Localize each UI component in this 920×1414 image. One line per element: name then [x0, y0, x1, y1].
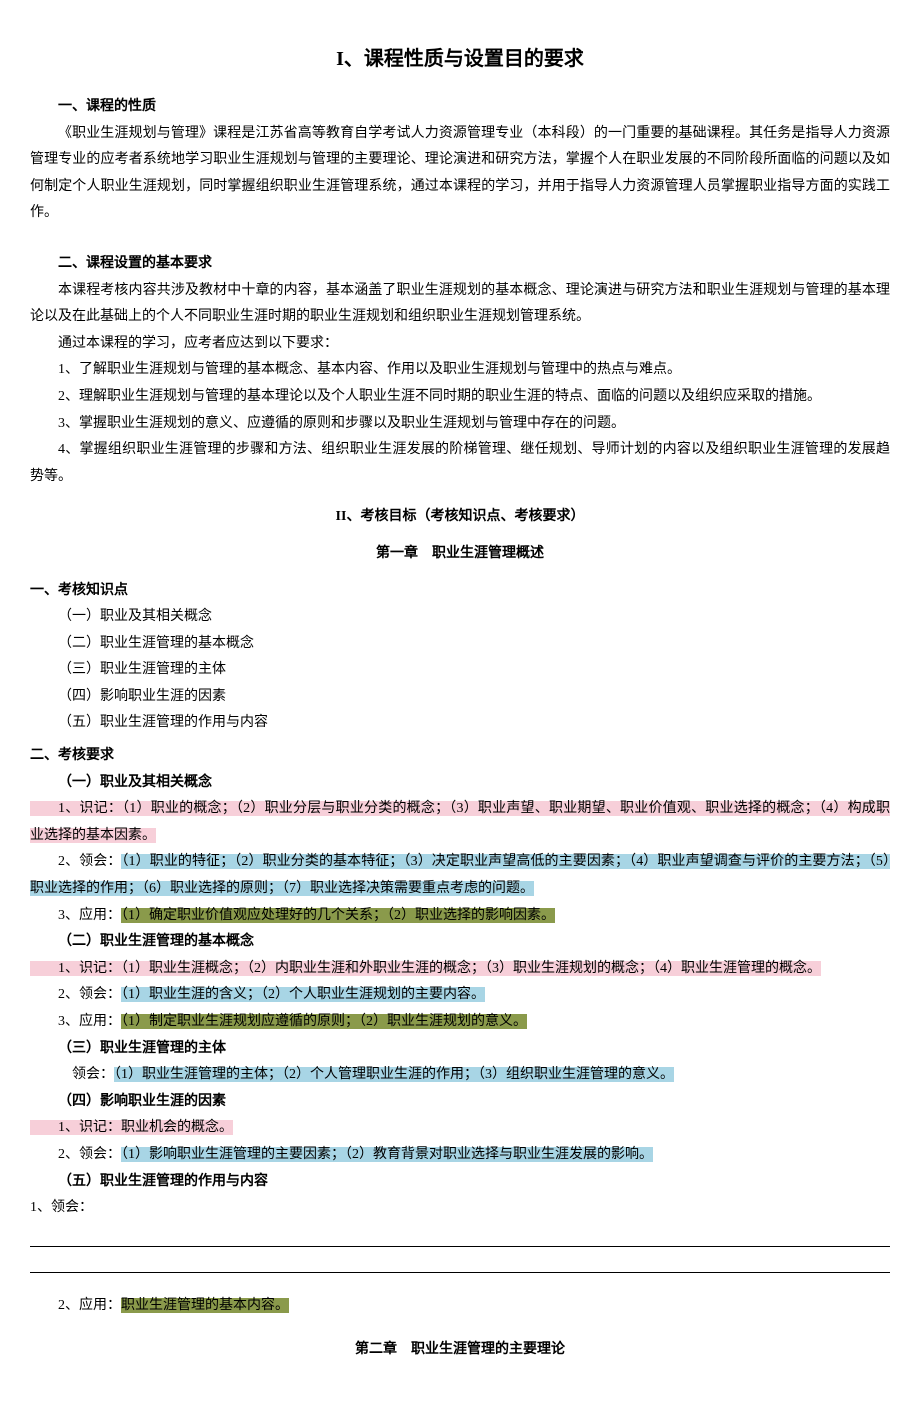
kp-item-1: （一）职业及其相关概念 — [30, 604, 890, 631]
main-title: I、课程性质与设置目的要求 — [30, 40, 890, 78]
kp-heading: 一、考核知识点 — [30, 578, 890, 605]
kr-s5-r2-content: 职业生涯管理的基本内容。 — [121, 1298, 289, 1313]
kr-s2-r1-content: （1）职业生涯概念；（2）内职业生涯和外职业生涯的概念；（3）职业生涯规划的概念… — [121, 961, 821, 976]
sec2-p1: 本课程考核内容共涉及教材中十章的内容，基本涵盖了职业生涯规划的基本概念、理论演进… — [30, 278, 890, 331]
kr-s1-row3: 3、应用：（1）确定职业价值观应处理好的几个关系；（2）职业选择的影响因素。 — [30, 903, 890, 930]
part2-title: II、考核目标（考核知识点、考核要求） — [30, 504, 890, 531]
kr-s1-head: （一）职业及其相关概念 — [30, 770, 890, 797]
kr-s2-row3: 3、应用：（1）制定职业生涯规划应遵循的原则；（2）职业生涯规划的意义。 — [30, 1009, 890, 1036]
kr-s3-row1: 领会：（1）职业生涯管理的主体；（2）个人管理职业生涯的作用；（3）组织职业生涯… — [30, 1062, 890, 1089]
kr-s5-head: （五）职业生涯管理的作用与内容 — [30, 1169, 890, 1196]
chapter2-title: 第二章 职业生涯管理的主要理论 — [30, 1337, 890, 1364]
spacer — [30, 227, 890, 241]
kr-s1-r1-lead: 1、识记： — [30, 801, 122, 816]
kr-s4-row2: 2、领会：（1）影响职业生涯管理的主要因素；（2）教育背景对职业选择与职业生涯发… — [30, 1142, 890, 1169]
kr-s4-row1: 1、识记：职业机会的概念。 — [30, 1115, 890, 1142]
kr-s4-r2-content: （1）影响职业生涯管理的主要因素；（2）教育背景对职业选择与职业生涯发展的影响。 — [121, 1147, 653, 1162]
kr-s1-r3-lead: 3、应用： — [58, 908, 121, 923]
chapter1-title: 第一章 职业生涯管理概述 — [30, 541, 890, 568]
kr-s1-r1-content: （1）职业的概念；（2）职业分层与职业分类的概念；（3）职业声望、职业期望、职业… — [30, 801, 890, 843]
spacer — [30, 1275, 890, 1293]
kr-s1-row2: 2、领会：（1）职业的特征；（2）职业分类的基本特征；（3）决定职业声望高低的主… — [30, 849, 890, 902]
kr-s1-r3-content: （1）确定职业价值观应处理好的几个关系；（2）职业选择的影响因素。 — [121, 908, 555, 923]
sec2-li1: 1、了解职业生涯规划与管理的基本概念、基本内容、作用以及职业生涯规划与管理中的热… — [30, 357, 890, 384]
kr-s1-r2-content: （1）职业的特征；（2）职业分类的基本特征；（3）决定职业声望高低的主要因素；（… — [30, 854, 890, 896]
kr-s3-r1-content: （1）职业生涯管理的主体；（2）个人管理职业生涯的作用；（3）组织职业生涯管理的… — [114, 1067, 674, 1082]
kr-s4-r1-lead: 1、识记： — [30, 1120, 121, 1135]
kr-s1-row1: 1、识记：（1）职业的概念；（2）职业分层与职业分类的概念；（3）职业声望、职业… — [30, 796, 890, 849]
kr-s2-head: （二）职业生涯管理的基本概念 — [30, 929, 890, 956]
kr-s4-head: （四）影响职业生涯的因素 — [30, 1089, 890, 1116]
kr-s2-row2: 2、领会：（1）职业生涯的含义；（2）个人职业生涯规划的主要内容。 — [30, 982, 890, 1009]
kr-s5-row1-lead: 1、领会： — [30, 1195, 890, 1222]
kp-item-2: （二）职业生涯管理的基本概念 — [30, 631, 890, 658]
sec2-li2: 2、理解职业生涯规划与管理的基本理论以及个人职业生涯不同时期的职业生涯的特点、面… — [30, 384, 890, 411]
kr-s2-head-text: （二）职业生涯管理的基本概念 — [58, 934, 254, 949]
sec2-li4-text: 4、掌握组织职业生涯管理的步骤和方法、组织职业生涯发展的阶梯管理、继任规划、导师… — [30, 437, 890, 490]
sec1-heading: 一、课程的性质 — [30, 94, 890, 121]
sec2-p2: 通过本课程的学习，应考者应达到以下要求： — [30, 331, 890, 358]
kr-s2-row1: 1、识记：（1）职业生涯概念；（2）内职业生涯和外职业生涯的概念；（3）职业生涯… — [30, 956, 890, 983]
kr-s5-r2-lead: 2、应用： — [58, 1298, 121, 1313]
sec1-paragraph: 《职业生涯规划与管理》课程是江苏省高等教育自学考试人力资源管理专业（本科段）的一… — [30, 121, 890, 227]
kr-s4-r1-content: 职业机会的概念。 — [121, 1120, 233, 1135]
kp-item-4: （四）影响职业生涯的因素 — [30, 684, 890, 711]
kr-s3-head: （三）职业生涯管理的主体 — [30, 1036, 890, 1063]
kp-item-3: （三）职业生涯管理的主体 — [30, 657, 890, 684]
kr-heading: 二、考核要求 — [30, 743, 890, 770]
fill-in-blank-line-2[interactable] — [30, 1249, 890, 1272]
kr-s2-r2-content: （1）职业生涯的含义；（2）个人职业生涯规划的主要内容。 — [121, 987, 485, 1002]
kr-s3-head-text: （三）职业生涯管理的主体 — [58, 1041, 226, 1056]
kr-s1-r2-lead: 2、领会： — [30, 854, 121, 869]
kr-s5-head-text: （五）职业生涯管理的作用与内容 — [58, 1174, 268, 1189]
fill-in-blank-line-1[interactable] — [30, 1224, 890, 1247]
kr-s2-r3-lead: 3、应用： — [58, 1014, 121, 1029]
kr-s4-r2-lead: 2、领会： — [58, 1147, 121, 1162]
sec2-li4: 4、掌握组织职业生涯管理的步骤和方法、组织职业生涯发展的阶梯管理、继任规划、导师… — [30, 437, 890, 490]
kr-s2-r2-lead: 2、领会： — [58, 987, 121, 1002]
kr-s2-r3-content: （1）制定职业生涯规划应遵循的原则；（2）职业生涯规划的意义。 — [121, 1014, 527, 1029]
kr-s4-head-text: （四）影响职业生涯的因素 — [58, 1094, 226, 1109]
kr-s5-row2: 2、应用：职业生涯管理的基本内容。 — [30, 1293, 890, 1320]
kr-s3-r1-lead: 领会： — [72, 1067, 114, 1082]
kr-s1-head-text: （一）职业及其相关概念 — [58, 775, 212, 790]
sec2-li3: 3、掌握职业生涯规划的意义、应遵循的原则和步骤以及职业生涯规划与管理中存在的问题… — [30, 411, 890, 438]
sec2-heading: 二、课程设置的基本要求 — [30, 251, 890, 278]
kr-s2-r1-lead: 1、识记： — [30, 961, 121, 976]
kp-item-5: （五）职业生涯管理的作用与内容 — [30, 710, 890, 737]
